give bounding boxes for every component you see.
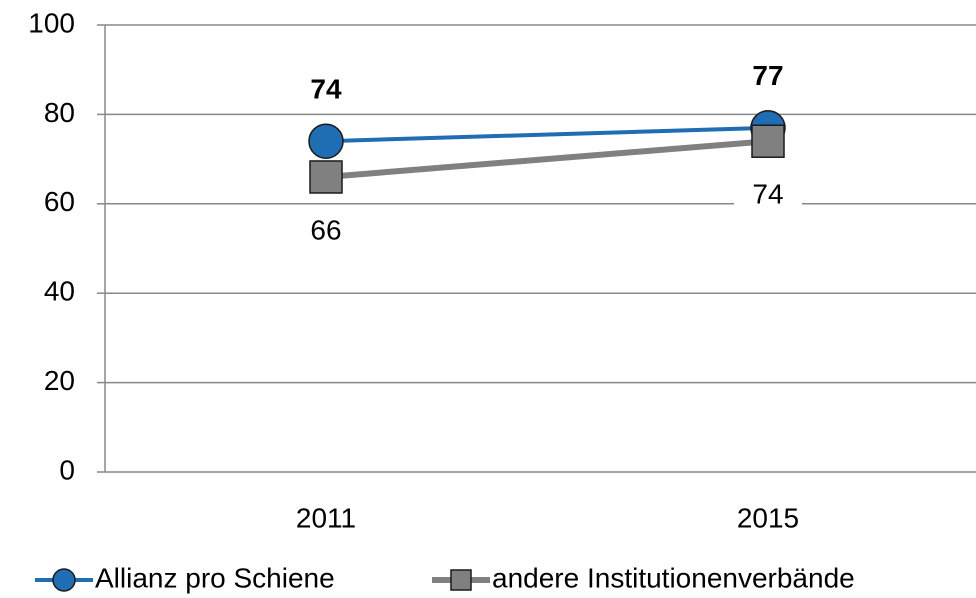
x-tick-label: 2011 [296,502,356,533]
series-line [325,125,769,144]
data-label: 74 [752,179,783,210]
legend-label: andere Institutionenverbände [492,562,855,593]
legend-label: Allianz pro Schiene [95,562,335,593]
label-background [292,211,360,252]
data-label: 74 [310,74,342,105]
point-marker [309,160,343,194]
legend-marker [450,569,472,591]
series-line [325,138,769,180]
data-label: 66 [310,214,341,245]
y-tick-label: 100 [28,7,75,38]
label-background [734,176,802,217]
point-marker [751,124,785,158]
point-marker [308,123,344,159]
y-tick-label: 80 [44,97,75,128]
y-tick-label: 40 [44,276,75,307]
y-tick-label: 20 [44,365,75,396]
y-tick-label: 60 [44,186,75,217]
data-label: 77 [752,60,783,91]
y-tick-label: 0 [59,454,75,485]
legend-marker [52,568,76,592]
x-tick-label: 2015 [737,502,799,533]
